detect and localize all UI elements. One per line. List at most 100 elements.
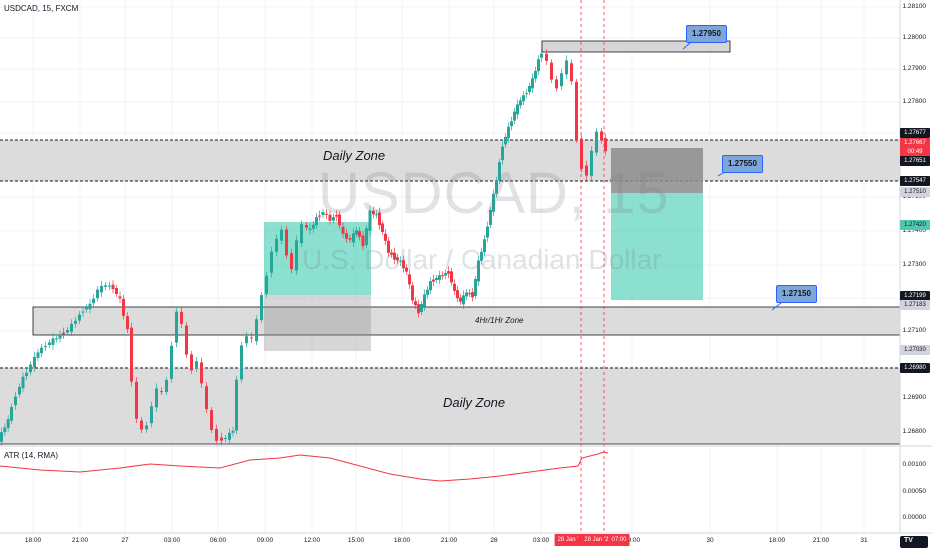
candle-body — [590, 150, 593, 176]
candle-body — [130, 327, 133, 382]
candle-body — [155, 388, 158, 408]
candle-body — [384, 233, 387, 241]
price-tick: 1.26900 — [902, 394, 927, 401]
candle-body — [426, 289, 429, 295]
candle-body — [285, 229, 288, 256]
candle-body — [423, 294, 426, 307]
candle-body — [70, 323, 73, 332]
candle-body — [195, 361, 198, 369]
time-tick: 03:00 — [163, 537, 181, 544]
candle-body — [180, 311, 183, 324]
candle-body — [170, 345, 173, 379]
indicator-tick: 0.00100 — [902, 461, 927, 468]
logo-mark: TV — [904, 537, 913, 544]
zone-label-4hr-1hr: 4Hr/1Hr Zone — [475, 316, 524, 325]
candle-body — [372, 210, 375, 215]
watermark-symbol: USDCAD, 15 — [318, 161, 670, 226]
candle-body — [399, 260, 402, 262]
candle-body — [111, 284, 115, 290]
time-tick: 31 — [860, 537, 868, 544]
candle-body — [396, 257, 399, 261]
candle-body — [210, 410, 213, 430]
candle-body — [408, 274, 411, 285]
candle-body — [92, 298, 95, 304]
candle-body — [62, 332, 65, 335]
price-tick: 1.27300 — [902, 261, 927, 268]
candle-body — [250, 337, 253, 339]
candle-body — [29, 364, 32, 373]
candle-body — [604, 138, 607, 152]
candle-body — [55, 338, 58, 340]
symbol-title[interactable]: USDCAD, 15, FXCM — [4, 4, 79, 13]
candle-body — [414, 301, 417, 306]
candle-body — [200, 362, 203, 384]
candlestick-series[interactable] — [0, 48, 607, 446]
candle-body — [33, 356, 36, 368]
indicator-tick: 0.00000 — [902, 514, 927, 521]
candle-body — [375, 214, 378, 216]
atr-line[interactable] — [0, 451, 609, 482]
candle-body — [328, 214, 332, 221]
candle-body — [486, 226, 489, 238]
candle-body — [220, 437, 223, 441]
candle-body — [224, 438, 227, 439]
candle-body — [480, 251, 483, 261]
candle-body — [145, 425, 148, 430]
price-tag: 1.27030 — [900, 345, 930, 355]
candle-body — [81, 311, 85, 313]
candle-body — [228, 432, 231, 440]
callout-1-27550[interactable]: 1.27550 — [722, 155, 763, 173]
candle-body — [519, 100, 522, 106]
time-tick: 27 — [121, 537, 129, 544]
time-tick: 21:00 — [440, 537, 458, 544]
candle-body — [335, 215, 338, 217]
candle-body — [44, 346, 47, 348]
candle-body — [255, 319, 258, 342]
candle-body — [393, 252, 396, 260]
candle-body — [14, 396, 17, 406]
candle-body — [240, 345, 243, 380]
time-tick: 09:00 — [623, 537, 641, 544]
candle-body — [315, 217, 318, 226]
zone-daily-bottom[interactable] — [0, 367, 900, 445]
candle-body — [126, 316, 129, 330]
candle-body — [321, 212, 325, 215]
swing-high-box[interactable] — [541, 40, 731, 53]
price-tick: 1.26800 — [902, 428, 927, 435]
candle-body — [459, 297, 462, 302]
candle-body — [108, 285, 111, 287]
zone-4hr-1hr[interactable] — [32, 306, 901, 336]
indicator-label[interactable]: ATR (14, RMA) — [4, 451, 59, 460]
candle-body — [531, 78, 534, 89]
price-tick: 1.28100 — [902, 3, 927, 10]
candle-body — [575, 82, 578, 140]
candle-body — [352, 233, 355, 243]
candle-body — [429, 281, 432, 291]
candle-body — [450, 271, 453, 283]
price-tick: 1.27900 — [902, 65, 927, 72]
candle-body — [504, 136, 507, 145]
candle-body — [545, 53, 548, 61]
candle-body — [528, 86, 531, 92]
candle-body — [215, 428, 218, 441]
candle-body — [516, 104, 519, 115]
price-tag: 1.27420 — [900, 220, 930, 230]
price-tag: 1.27510 — [900, 187, 930, 197]
candle-body — [160, 391, 163, 393]
short-position-tool[interactable] — [611, 148, 703, 300]
callout-1-27150[interactable]: 1.27150 — [776, 285, 817, 303]
candle-body — [150, 406, 153, 424]
candle-body — [40, 347, 43, 354]
current-time-tag: 28 Jan ' — [554, 534, 582, 546]
tradingview-logo[interactable]: TV — [900, 536, 928, 548]
price-tag: 00:49 — [900, 147, 930, 157]
callout-1-27950[interactable]: 1.27950 — [686, 25, 727, 43]
candle-body — [78, 314, 81, 321]
candle-body — [185, 325, 188, 355]
candle-body — [537, 59, 540, 72]
time-tick: 21:00 — [71, 537, 89, 544]
candle-body — [550, 62, 553, 80]
candle-body — [462, 295, 465, 305]
